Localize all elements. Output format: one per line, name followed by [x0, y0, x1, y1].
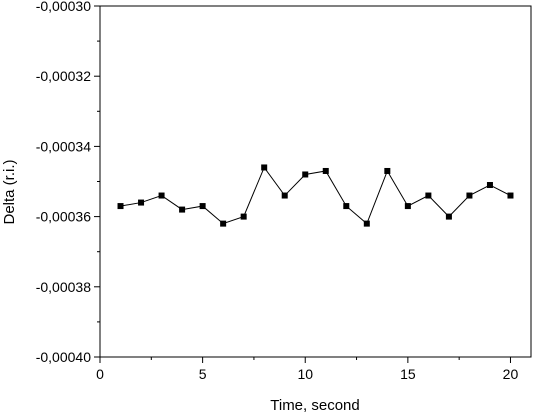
data-point — [302, 171, 309, 178]
series-layer — [117, 164, 514, 227]
data-point — [261, 164, 268, 171]
data-point — [425, 192, 432, 199]
y-axis: -0,00030 -0,00032 -0,00034 -0,00036 -0,00038… — [36, 0, 100, 365]
data-point — [199, 203, 206, 210]
data-point — [445, 213, 452, 220]
y-tick-label: -0,00038 — [36, 279, 91, 295]
plot-frame — [99, 5, 532, 358]
data-point — [220, 220, 227, 227]
data-point — [158, 192, 165, 199]
y-axis-label: Delta (r.i.) — [1, 159, 18, 224]
series-line — [120, 166, 511, 225]
data-point — [281, 192, 288, 199]
x-tick-label: 5 — [199, 366, 207, 382]
y-tick-label: -0,00034 — [36, 138, 91, 154]
y-tick-label: -0,00036 — [36, 209, 91, 225]
data-point — [322, 167, 329, 174]
x-tick-label: 15 — [400, 366, 416, 382]
x-tick-label: 0 — [96, 366, 104, 382]
data-point — [138, 199, 145, 206]
data-point — [179, 206, 186, 213]
data-point — [404, 203, 411, 210]
data-point — [363, 220, 370, 227]
data-point — [240, 213, 247, 220]
data-point — [466, 192, 473, 199]
x-tick-label: 20 — [503, 366, 519, 382]
data-point — [486, 182, 493, 189]
data-point — [384, 167, 391, 174]
x-tick-label: 10 — [297, 366, 313, 382]
data-point — [117, 203, 124, 210]
x-axis-label: Time, second — [270, 397, 359, 414]
x-axis: 0 5 10 15 20 — [96, 357, 518, 382]
data-point — [343, 203, 350, 210]
y-tick-label: -0,00032 — [36, 68, 91, 84]
y-tick-label: -0,00040 — [36, 349, 91, 365]
data-point — [507, 192, 514, 199]
y-tick-label: -0,00030 — [36, 0, 91, 14]
